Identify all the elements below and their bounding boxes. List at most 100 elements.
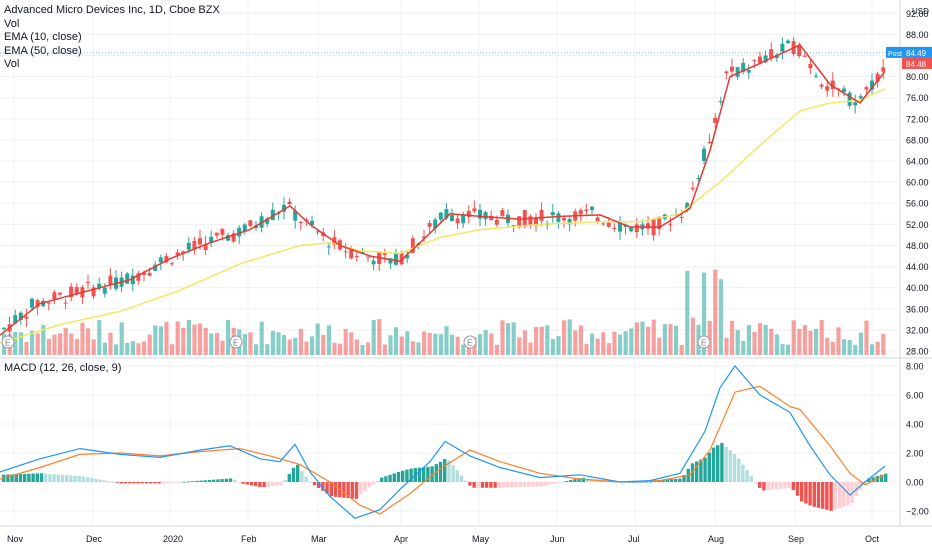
volume-bar xyxy=(18,332,23,355)
price-tick-label: 68.00 xyxy=(906,135,929,145)
candle-body xyxy=(265,218,270,224)
candle-body xyxy=(797,44,802,56)
candle-body xyxy=(819,84,824,87)
volume-bar xyxy=(80,322,85,355)
candle-body xyxy=(248,220,253,226)
volume-bar xyxy=(13,332,18,355)
volume-bar xyxy=(153,325,158,355)
candle-body xyxy=(326,246,331,248)
ema-lines xyxy=(0,43,900,344)
volume-bar xyxy=(674,325,679,355)
macd-histogram-bar xyxy=(443,459,447,482)
volume-bar xyxy=(158,326,163,355)
volume-bar xyxy=(758,323,763,355)
candle-body xyxy=(668,224,673,226)
macd-histogram-bar xyxy=(140,482,144,484)
volume-bar xyxy=(265,344,270,355)
candle-body xyxy=(858,96,863,99)
macd-histogram-bar xyxy=(699,459,703,482)
macd-histogram-bar xyxy=(81,476,86,482)
macd-histogram-bar xyxy=(564,480,569,482)
volume-bar xyxy=(343,329,348,355)
candle-body xyxy=(724,71,729,74)
macd-histogram-bar xyxy=(791,482,795,491)
candle-body xyxy=(752,60,757,62)
candle-body xyxy=(601,223,606,225)
volume-bar xyxy=(819,320,824,355)
volume-bar xyxy=(332,342,337,355)
candle-body xyxy=(584,209,589,212)
candle-body xyxy=(102,287,107,294)
candle-body xyxy=(52,292,57,300)
volume-bar xyxy=(326,325,331,355)
volume-bar xyxy=(444,326,449,355)
volume-bar xyxy=(360,344,365,355)
candle-body xyxy=(366,256,370,258)
macd-histogram-bar xyxy=(52,474,56,482)
volume-bar xyxy=(830,341,835,355)
candle-body xyxy=(108,275,113,285)
earnings-marker xyxy=(697,335,711,349)
volume-bar xyxy=(494,344,499,355)
macd-histogram-bar xyxy=(380,477,384,482)
macd-histogram-bar xyxy=(149,482,153,484)
macd-histogram-bar xyxy=(98,479,102,482)
macd-histogram-bar xyxy=(724,446,728,482)
macd-histogram-bar xyxy=(258,482,262,487)
time-tick-label: Dec xyxy=(86,534,103,544)
candle-body xyxy=(679,216,684,218)
macd-histogram-bar xyxy=(115,482,119,483)
macd-histogram-bar xyxy=(434,464,438,482)
macd-histogram-bar xyxy=(648,481,653,483)
macd-histogram-bar xyxy=(241,482,245,484)
macd-histogram-bar xyxy=(569,480,573,482)
macd-histogram-bar xyxy=(825,482,829,510)
macd-histogram-bar xyxy=(636,481,640,483)
candle-body xyxy=(550,212,555,216)
macd-histogram-bar xyxy=(342,482,346,498)
macd-histogram-bar xyxy=(228,478,233,482)
volume-bar xyxy=(192,324,197,355)
volume-bar xyxy=(276,332,281,355)
candle-body xyxy=(718,101,723,103)
candle-body xyxy=(735,67,740,77)
volume-bar xyxy=(640,321,645,355)
volume-bar xyxy=(102,342,107,355)
macd-histogram-bar xyxy=(451,465,455,482)
macd-histogram-bar xyxy=(359,482,363,495)
macd-histogram-bar xyxy=(497,482,501,488)
macd-histogram-bar xyxy=(816,482,821,508)
macd-histogram-bar xyxy=(762,482,766,491)
macd-histogram-bar xyxy=(682,475,686,482)
volume-bar xyxy=(461,344,466,355)
candle-body xyxy=(293,210,298,221)
volume-bar xyxy=(214,332,219,355)
time-tick-label: Jun xyxy=(550,534,565,544)
macd-histogram-bar xyxy=(308,481,312,483)
ema50-line xyxy=(0,88,886,344)
candle-body xyxy=(287,201,292,205)
candle-body xyxy=(382,253,387,256)
macd-histogram-bar xyxy=(111,481,115,483)
macd-histogram-bar xyxy=(556,482,560,483)
macd-histogram-bar xyxy=(174,482,178,483)
volume-bar xyxy=(517,337,522,355)
macd-histogram-bar xyxy=(468,482,472,486)
macd-histogram-bar xyxy=(787,482,791,489)
macd-histogram-bar xyxy=(531,482,535,487)
macd-histogram-bar xyxy=(552,482,556,484)
macd-histogram-bar xyxy=(144,482,149,484)
volume-bar xyxy=(534,326,539,355)
macd-histogram-bar xyxy=(354,482,359,499)
macd-histogram-bar xyxy=(430,466,434,482)
macd-histogram-bar xyxy=(758,482,762,488)
volume-bar xyxy=(724,337,729,355)
volume-bar xyxy=(63,328,68,355)
macd-histogram-bar xyxy=(207,479,212,482)
candle-body xyxy=(758,56,762,63)
volume-bar xyxy=(175,321,180,355)
candle-body xyxy=(226,235,230,241)
time-tick-label: Jul xyxy=(628,534,640,544)
price-tick-label: 88.00 xyxy=(906,30,929,40)
